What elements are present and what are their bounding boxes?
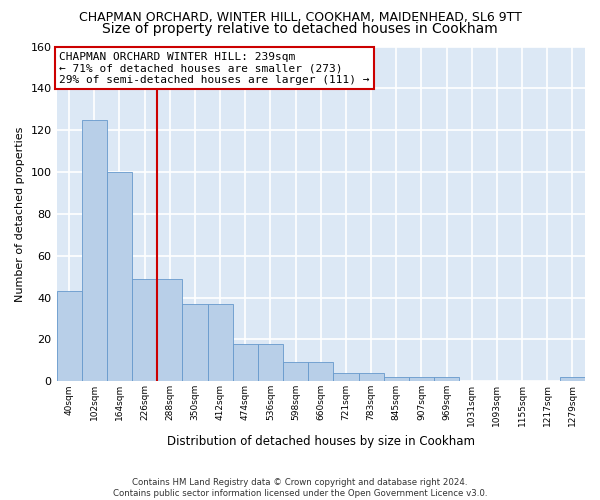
Y-axis label: Number of detached properties: Number of detached properties xyxy=(15,126,25,302)
Bar xyxy=(56,292,82,382)
Bar xyxy=(208,304,233,382)
Bar xyxy=(308,362,334,382)
Bar xyxy=(157,278,182,382)
Bar xyxy=(359,373,383,382)
Bar xyxy=(560,377,585,382)
Text: CHAPMAN ORCHARD WINTER HILL: 239sqm
← 71% of detached houses are smaller (273)
2: CHAPMAN ORCHARD WINTER HILL: 239sqm ← 71… xyxy=(59,52,370,84)
Text: CHAPMAN ORCHARD, WINTER HILL, COOKHAM, MAIDENHEAD, SL6 9TT: CHAPMAN ORCHARD, WINTER HILL, COOKHAM, M… xyxy=(79,11,521,24)
Bar xyxy=(283,362,308,382)
Bar xyxy=(107,172,132,382)
Bar xyxy=(82,120,107,382)
Bar xyxy=(409,377,434,382)
Bar xyxy=(258,344,283,382)
Text: Contains HM Land Registry data © Crown copyright and database right 2024.
Contai: Contains HM Land Registry data © Crown c… xyxy=(113,478,487,498)
X-axis label: Distribution of detached houses by size in Cookham: Distribution of detached houses by size … xyxy=(167,434,475,448)
Bar xyxy=(383,377,409,382)
Text: Size of property relative to detached houses in Cookham: Size of property relative to detached ho… xyxy=(102,22,498,36)
Bar xyxy=(334,373,359,382)
Bar xyxy=(182,304,208,382)
Bar xyxy=(434,377,459,382)
Bar xyxy=(233,344,258,382)
Bar xyxy=(132,278,157,382)
